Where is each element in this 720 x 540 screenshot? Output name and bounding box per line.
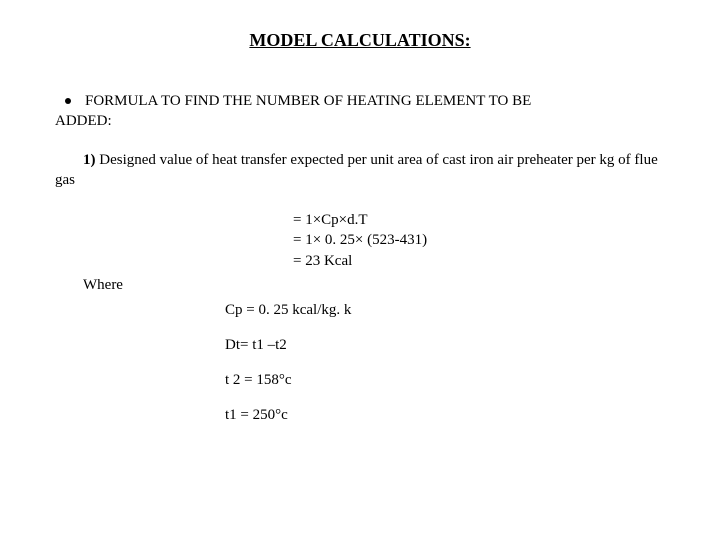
item-text-line2: gas [55,172,75,188]
definition-t2: t 2 = 158°c [225,372,665,389]
item-text-line1: Designed value of heat transfer expected… [99,152,657,168]
page-title: MODEL CALCULATIONS: [55,30,665,51]
equation-block: = 1×Cp×d.T = 1× 0. 25× (523-431) = 23 Kc… [293,210,665,271]
numbered-item: 1) Designed value of heat transfer expec… [55,150,665,191]
bullet-text-line2: ADDED: [55,113,112,129]
bullet-section: FORMULA TO FIND THE NUMBER OF HEATING EL… [55,91,665,132]
where-label: Where [83,277,665,294]
definition-t1: t1 = 250°c [225,407,665,424]
equation-line-1: = 1×Cp×d.T [293,210,665,230]
bullet-text-line1: FORMULA TO FIND THE NUMBER OF HEATING EL… [85,93,531,109]
document-page: MODEL CALCULATIONS: FORMULA TO FIND THE … [0,0,720,424]
definition-cp: Cp = 0. 25 kcal/kg. k [225,302,665,319]
equation-line-2: = 1× 0. 25× (523-431) [293,230,665,250]
bullet-icon [65,98,71,104]
item-number: 1) [83,152,96,168]
equation-line-3: = 23 Kcal [293,251,665,271]
definition-dt: Dt= t1 –t2 [225,337,665,354]
